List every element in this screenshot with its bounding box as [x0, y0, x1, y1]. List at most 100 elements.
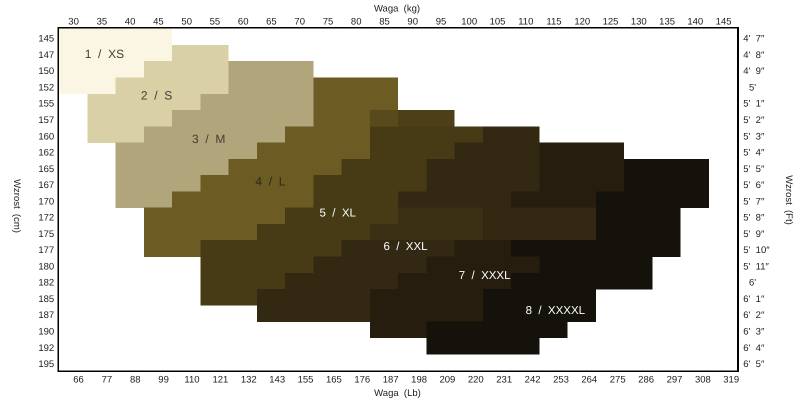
svg-text:6' 4″: 6' 4″ — [743, 343, 765, 354]
svg-text:5': 5' — [749, 83, 756, 94]
svg-text:110: 110 — [518, 17, 533, 28]
svg-text:8 / XXXXL: 8 / XXXXL — [526, 305, 586, 317]
svg-text:30: 30 — [68, 17, 79, 28]
svg-text:286: 286 — [638, 374, 654, 385]
svg-text:6' 1″: 6' 1″ — [743, 294, 765, 305]
svg-text:6' 5″: 6' 5″ — [743, 359, 765, 370]
svg-text:7 / XXXL: 7 / XXXL — [459, 270, 511, 282]
svg-text:155: 155 — [298, 374, 314, 385]
svg-text:4' 9″: 4' 9″ — [743, 66, 765, 77]
svg-text:187: 187 — [38, 310, 54, 321]
svg-text:5' 10″: 5' 10″ — [743, 245, 770, 256]
svg-text:175: 175 — [38, 229, 54, 240]
svg-text:100: 100 — [461, 17, 477, 28]
svg-text:5' 9″: 5' 9″ — [743, 229, 765, 240]
svg-text:95: 95 — [436, 17, 447, 28]
svg-text:99: 99 — [158, 374, 169, 385]
svg-text:66: 66 — [73, 374, 84, 385]
svg-text:150: 150 — [38, 66, 54, 77]
svg-text:4' 8″: 4' 8″ — [743, 50, 765, 61]
svg-text:176: 176 — [354, 374, 370, 385]
svg-text:80: 80 — [351, 17, 362, 28]
svg-text:90: 90 — [407, 17, 418, 28]
svg-text:1 / XS: 1 / XS — [85, 47, 124, 61]
svg-text:75: 75 — [323, 17, 334, 28]
svg-text:4 / L: 4 / L — [255, 175, 285, 189]
svg-text:6' 2″: 6' 2″ — [743, 310, 765, 321]
svg-text:152: 152 — [38, 83, 54, 94]
svg-text:155: 155 — [38, 99, 54, 110]
svg-text:40: 40 — [125, 17, 136, 28]
svg-text:5' 7″: 5' 7″ — [743, 196, 765, 207]
svg-text:Waga (kg): Waga (kg) — [374, 4, 420, 15]
svg-text:165: 165 — [326, 374, 342, 385]
svg-text:170: 170 — [38, 196, 54, 207]
svg-text:319: 319 — [723, 374, 739, 385]
svg-text:209: 209 — [439, 374, 455, 385]
svg-text:6 / XXL: 6 / XXL — [383, 241, 428, 253]
svg-text:125: 125 — [603, 17, 619, 28]
svg-text:5' 4″: 5' 4″ — [743, 148, 765, 159]
svg-text:5' 3″: 5' 3″ — [743, 131, 765, 142]
svg-text:110: 110 — [184, 374, 199, 385]
svg-text:132: 132 — [241, 374, 257, 385]
svg-text:4' 7″: 4' 7″ — [743, 34, 765, 45]
svg-text:115: 115 — [546, 17, 561, 28]
svg-text:185: 185 — [38, 294, 54, 305]
svg-text:5 / XL: 5 / XL — [319, 208, 356, 220]
svg-text:3 / M: 3 / M — [192, 132, 225, 146]
svg-text:5' 2″: 5' 2″ — [743, 115, 765, 126]
svg-text:145: 145 — [38, 34, 54, 45]
svg-text:195: 195 — [38, 359, 54, 370]
svg-text:180: 180 — [38, 261, 54, 272]
svg-text:187: 187 — [383, 374, 399, 385]
svg-text:85: 85 — [379, 17, 390, 28]
svg-text:5' 8″: 5' 8″ — [743, 213, 765, 224]
svg-text:2 / S: 2 / S — [141, 89, 172, 103]
svg-text:145: 145 — [716, 17, 732, 28]
svg-text:5' 1″: 5' 1″ — [743, 99, 765, 110]
svg-text:143: 143 — [269, 374, 285, 385]
svg-text:308: 308 — [695, 374, 711, 385]
svg-text:65: 65 — [266, 17, 277, 28]
svg-text:50: 50 — [181, 17, 192, 28]
svg-text:60: 60 — [238, 17, 249, 28]
svg-text:157: 157 — [38, 115, 54, 126]
svg-text:192: 192 — [38, 343, 54, 354]
svg-text:165: 165 — [38, 164, 54, 175]
svg-text:172: 172 — [38, 213, 54, 224]
svg-text:231: 231 — [496, 374, 512, 385]
svg-text:105: 105 — [490, 17, 506, 28]
svg-text:242: 242 — [525, 374, 541, 385]
svg-text:182: 182 — [38, 278, 54, 289]
svg-text:147: 147 — [38, 50, 54, 61]
svg-text:35: 35 — [97, 17, 108, 28]
svg-text:162: 162 — [38, 148, 54, 159]
svg-text:135: 135 — [659, 17, 675, 28]
svg-text:77: 77 — [102, 374, 113, 385]
svg-text:88: 88 — [130, 374, 141, 385]
svg-text:6': 6' — [749, 278, 756, 289]
svg-text:167: 167 — [38, 180, 54, 191]
svg-text:160: 160 — [38, 131, 54, 142]
svg-text:121: 121 — [212, 374, 228, 385]
svg-text:6' 3″: 6' 3″ — [743, 327, 765, 338]
svg-text:275: 275 — [610, 374, 626, 385]
svg-text:140: 140 — [687, 17, 703, 28]
svg-text:190: 190 — [38, 327, 54, 338]
svg-text:Wzrost (cm): Wzrost (cm) — [11, 179, 22, 233]
svg-text:264: 264 — [581, 374, 597, 385]
svg-text:45: 45 — [153, 17, 164, 28]
svg-text:5' 5″: 5' 5″ — [743, 164, 765, 175]
svg-text:5' 11″: 5' 11″ — [743, 261, 769, 272]
svg-text:5' 6″: 5' 6″ — [743, 180, 765, 191]
svg-text:Waga (Lb): Waga (Lb) — [374, 388, 421, 399]
svg-text:253: 253 — [553, 374, 569, 385]
svg-text:297: 297 — [667, 374, 683, 385]
svg-text:120: 120 — [574, 17, 590, 28]
svg-text:198: 198 — [411, 374, 427, 385]
svg-text:70: 70 — [294, 17, 305, 28]
svg-text:130: 130 — [631, 17, 647, 28]
svg-text:177: 177 — [38, 245, 54, 256]
svg-text:55: 55 — [210, 17, 221, 28]
